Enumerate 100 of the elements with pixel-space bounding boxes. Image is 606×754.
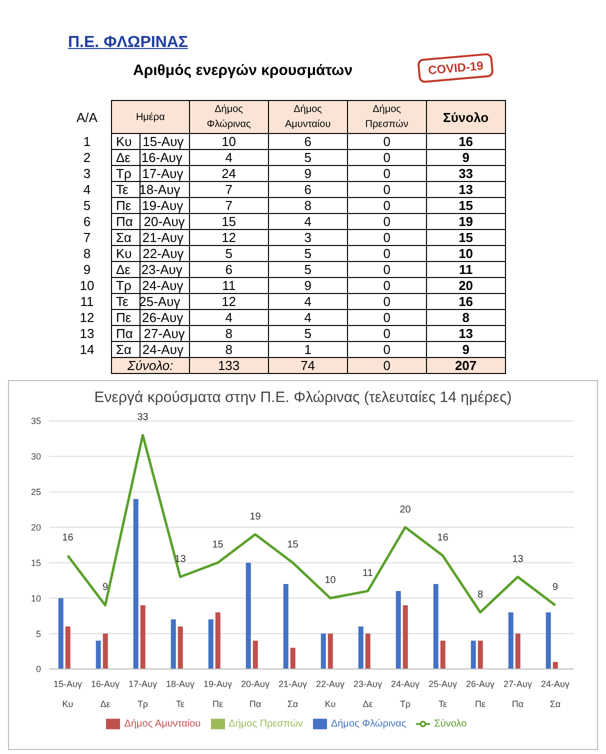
legend-label: Δήμος Φλώρινας [330, 718, 406, 730]
data-label: 9 [102, 582, 108, 594]
category-label: Σα 24-Αυγ [112, 342, 190, 358]
text: Ημέρα [112, 100, 190, 134]
bar [96, 640, 101, 669]
text: COVID-19 [417, 52, 494, 84]
data-label: 8 [268, 198, 348, 214]
data-label: 15 [189, 214, 268, 230]
category-label: Σα 21-Αυγ [112, 230, 190, 246]
data-label: 24 [189, 166, 268, 182]
data-label: 2 [82, 150, 92, 166]
bar [328, 634, 333, 669]
y-tick-label: 10 [30, 593, 41, 604]
bar [552, 662, 558, 669]
x-tick-label: 20-Αυγ Πα [241, 679, 270, 709]
data-label: 15 [426, 230, 506, 246]
data-label: 0 [347, 342, 426, 358]
data-label: 4 [189, 310, 268, 326]
y-tick-label: 25 [30, 487, 41, 498]
category-label: Πε 26-Αυγ [112, 310, 190, 326]
category-label: Πε 19-Αυγ [112, 198, 190, 214]
bar [546, 612, 551, 669]
bar [320, 634, 326, 669]
x-tick-label: 27-Αυγ Πα [504, 679, 532, 709]
data-label: 0 [347, 166, 426, 182]
text: A/A [76, 108, 98, 126]
data-label: 12 [189, 294, 268, 310]
data-label: 20 [426, 278, 506, 294]
category-label: Κυ 22-Αυγ [112, 246, 190, 262]
data-label: 7 [189, 198, 268, 214]
bar [133, 498, 138, 669]
x-tick-label: 16-Αυγ Δε [91, 679, 120, 709]
bar [58, 598, 64, 669]
y-tick-label: 5 [36, 628, 41, 639]
data-label: 6 [268, 182, 348, 198]
category-label: Κυ 15-Αυγ [112, 134, 190, 150]
bar [433, 584, 438, 669]
data-label: 9 [426, 150, 506, 166]
text: Αριθμός ενεργών κρουσμάτων [133, 62, 353, 79]
bar [290, 648, 296, 669]
data-label: 6 [189, 262, 268, 278]
y-tick-label: 15 [30, 558, 41, 568]
category-label: Δε 16-Αυγ [112, 150, 190, 166]
y-tick-label: 30 [30, 452, 41, 462]
text: Π.Ε. ΦΛΩΡΙΝΑΣ [68, 34, 188, 52]
legend-label: Δήμος Αμυνταίου [124, 718, 201, 730]
data-label: 11 [426, 262, 506, 278]
data-label: 5 [268, 326, 348, 342]
data-label: 0 [347, 182, 426, 198]
text: Σύνολο [426, 100, 506, 134]
data-label: 13 [78, 326, 96, 342]
x-tick-label: 26-Αυγ Πε [466, 679, 495, 709]
category-label: Τε 25-Αυγ [112, 294, 190, 310]
data-label: 0 [347, 262, 426, 278]
bar [102, 634, 108, 669]
data-label: 11 [362, 568, 374, 580]
data-label: 4 [189, 150, 268, 166]
data-label: 1 [268, 342, 348, 358]
data-label: 9 [552, 582, 558, 594]
bar [208, 619, 214, 669]
data-label: 3 [268, 230, 348, 246]
bar [365, 634, 370, 669]
data-label: 11 [189, 278, 268, 294]
data-label: 12 [78, 310, 96, 326]
data-label: 15 [426, 198, 506, 214]
legend-label: Σύνολο [434, 718, 467, 730]
data-label: 16 [426, 134, 506, 150]
data-label: 8 [82, 246, 92, 262]
data-label: 19 [250, 511, 262, 522]
text: 0 [383, 358, 390, 373]
data-label: 0 [347, 294, 426, 310]
bar [402, 605, 408, 669]
data-label: 10 [189, 134, 268, 150]
data-label: 7 [189, 182, 268, 198]
data-label: 13 [426, 326, 506, 342]
bar [252, 640, 258, 669]
data-label: 4 [268, 310, 348, 326]
bar [246, 562, 251, 669]
data-label: 9 [268, 166, 348, 182]
data-label: 0 [347, 246, 426, 262]
text: Δήμος Αμυνταίου [268, 100, 348, 134]
data-label: 14 [78, 342, 96, 358]
y-tick-label: 35 [30, 416, 41, 426]
text: 207 [454, 358, 477, 373]
data-label: 13 [512, 554, 524, 565]
bar [515, 634, 520, 669]
bar [178, 626, 183, 669]
data-label: 9 [82, 262, 92, 278]
bar [396, 591, 401, 669]
data-label: 9 [426, 342, 506, 358]
category-label: Τρ 24-Αυγ [112, 278, 190, 294]
data-label: 6 [268, 134, 348, 150]
data-label: 16 [426, 294, 506, 310]
data-label: 33 [137, 412, 149, 424]
data-label: 6 [82, 214, 92, 230]
x-tick-label: 22-Αυγ Κυ [316, 679, 345, 709]
y-tick-label: 20 [30, 522, 41, 532]
data-label: 10 [324, 575, 336, 586]
text: Δήμος Πρεσπών [347, 100, 426, 134]
data-label: 10 [78, 278, 96, 294]
